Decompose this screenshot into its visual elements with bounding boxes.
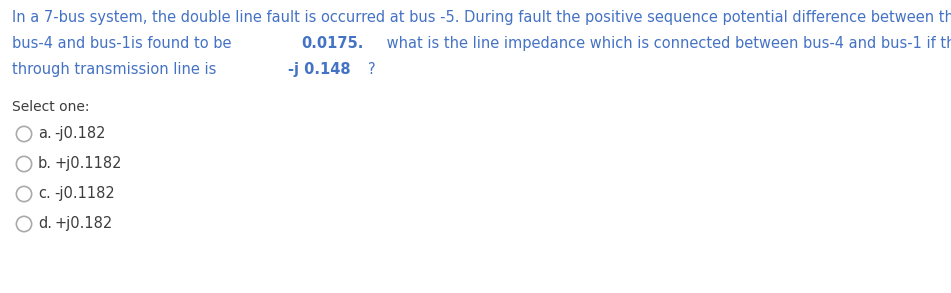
Text: b.: b. xyxy=(38,156,52,171)
Text: ?: ? xyxy=(368,62,376,77)
Text: a.: a. xyxy=(38,126,51,141)
Text: -j0.1182: -j0.1182 xyxy=(54,186,115,201)
Text: In a 7-bus system, the double line fault is occurred at bus -5. During fault the: In a 7-bus system, the double line fault… xyxy=(12,10,951,25)
Text: -j0.182: -j0.182 xyxy=(54,126,106,141)
Text: +j0.1182: +j0.1182 xyxy=(54,156,122,171)
Text: d.: d. xyxy=(38,216,52,231)
Text: 0.0175.: 0.0175. xyxy=(301,36,363,51)
Text: what is the line impedance which is connected between bus-4 and bus-1 if the cur: what is the line impedance which is conn… xyxy=(381,36,951,51)
Text: Select one:: Select one: xyxy=(12,100,89,114)
Text: +j0.182: +j0.182 xyxy=(54,216,112,231)
Text: bus-4 and bus-1is found to be: bus-4 and bus-1is found to be xyxy=(12,36,236,51)
Text: -j 0.148: -j 0.148 xyxy=(287,62,350,77)
Text: through transmission line is: through transmission line is xyxy=(12,62,225,77)
Text: c.: c. xyxy=(38,186,50,201)
